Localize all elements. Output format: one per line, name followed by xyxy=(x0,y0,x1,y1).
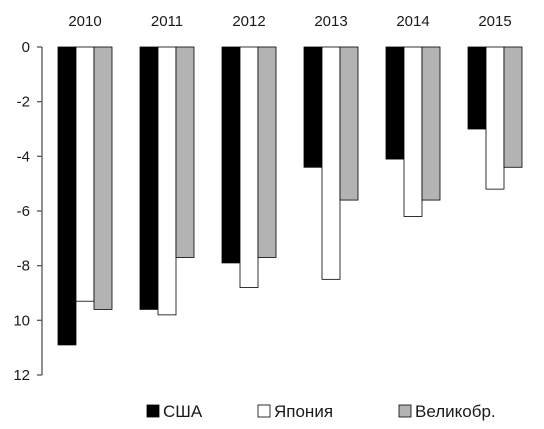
category-label: 2015 xyxy=(478,13,511,30)
legend-label: Великобр. xyxy=(415,402,496,421)
category-label: 2010 xyxy=(68,13,101,30)
bar-Япония-2013 xyxy=(321,46,341,280)
bar-Япония-2012 xyxy=(239,46,259,288)
y-tick-label: 10 xyxy=(13,312,30,329)
bar-США-2015 xyxy=(467,46,487,130)
bar-США-2012 xyxy=(221,46,241,264)
category-label: 2012 xyxy=(232,13,265,30)
y-tick-label: -8 xyxy=(17,258,30,275)
bar-США-2011 xyxy=(139,46,159,310)
bar-Великобр.-2012 xyxy=(257,46,277,258)
legend-swatch xyxy=(398,404,412,418)
bar-Япония-2011 xyxy=(157,46,177,316)
y-tick-label: 0 xyxy=(22,39,30,56)
bar-Великобр.-2010 xyxy=(93,46,113,310)
bar-Великобр.-2015 xyxy=(503,46,523,168)
y-tick-label: -4 xyxy=(17,148,30,165)
bar-США-2010 xyxy=(57,46,77,346)
y-tick-label: 12 xyxy=(13,367,30,384)
legend-label: Япония xyxy=(274,402,333,421)
bar-Великобр.-2013 xyxy=(339,46,359,201)
category-label: 2014 xyxy=(396,13,429,30)
bar-Япония-2015 xyxy=(485,46,505,190)
legend: США Япония Великобр. xyxy=(146,402,496,421)
bar-Великобр.-2014 xyxy=(421,46,441,201)
legend-swatch xyxy=(257,404,271,418)
y-tick-label: -2 xyxy=(17,94,30,111)
legend-swatch xyxy=(146,404,160,418)
bar-Великобр.-2011 xyxy=(175,46,195,258)
axes: 0 -2 -4 -6 -8 10 12 xyxy=(13,39,43,384)
category-label: 2013 xyxy=(314,13,347,30)
bar-Япония-2010 xyxy=(75,46,95,302)
category-label: 2011 xyxy=(151,13,183,30)
y-tick-label: -6 xyxy=(17,203,30,220)
bar-США-2013 xyxy=(303,46,323,168)
bar-США-2014 xyxy=(385,46,405,160)
bars xyxy=(57,46,523,346)
legend-label: США xyxy=(163,402,203,421)
category-labels: 2010 2011 2012 2013 2014 2015 xyxy=(68,13,511,30)
bar-Япония-2014 xyxy=(403,46,423,217)
